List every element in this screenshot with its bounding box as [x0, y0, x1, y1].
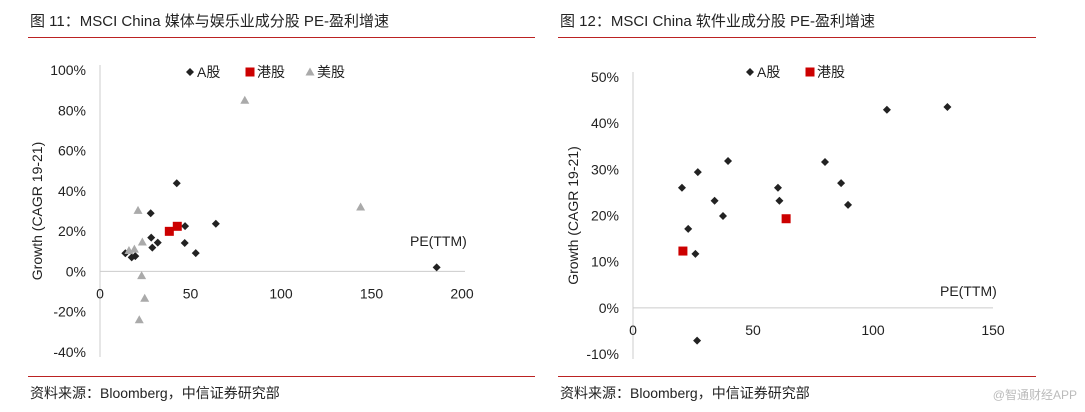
data-point	[240, 95, 250, 104]
legend-label: A股	[757, 64, 780, 80]
x-tick-label: 0	[629, 322, 637, 338]
y-tick-label: 30%	[591, 161, 619, 177]
chart-title-left: 图 11：MSCI China 媒体与娱乐业成分股 PE-盈利增速	[30, 13, 389, 30]
y-axis-label: Growth (CAGR 19-21)	[29, 142, 45, 280]
data-point	[164, 226, 174, 236]
data-point	[137, 271, 147, 280]
data-point	[146, 209, 155, 218]
x-tick-label: 100	[269, 285, 293, 301]
y-tick-label: -10%	[586, 346, 619, 362]
data-point	[172, 221, 182, 231]
data-point	[837, 179, 846, 188]
y-tick-label: 20%	[58, 223, 86, 239]
y-tick-label: -20%	[53, 304, 86, 320]
data-point	[181, 222, 190, 231]
data-point	[148, 243, 157, 252]
y-tick-label: 60%	[58, 143, 86, 159]
data-point	[710, 196, 719, 205]
data-point	[943, 103, 952, 112]
x-tick-label: 150	[981, 322, 1005, 338]
data-point	[882, 105, 891, 114]
legend-label: A股	[197, 64, 220, 80]
source-note-left: 资料来源：Bloomberg，中信证券研究部	[30, 385, 280, 401]
x-tick-label: 200	[450, 285, 474, 301]
data-point	[693, 336, 702, 345]
watermark: @智通财经APP	[992, 388, 1077, 402]
x-tick-label: 150	[360, 285, 384, 301]
data-point	[693, 168, 702, 177]
data-point	[678, 246, 688, 256]
x-tick-label: 50	[183, 285, 199, 301]
data-point	[432, 263, 441, 272]
legend-marker-triangle	[305, 67, 315, 76]
source-note-right: 资料来源：Bloomberg，中信证券研究部	[560, 385, 810, 401]
y-tick-label: 0%	[66, 263, 86, 279]
legend-marker-square	[805, 67, 815, 77]
data-point	[844, 200, 853, 209]
x-tick-label: 100	[861, 322, 885, 338]
scatter-chart-left: -40% -20% 0% 20% 40% 60% 80% 100% 0 50 100 150 200 PE…	[29, 62, 474, 360]
data-point	[356, 202, 366, 211]
data-point	[131, 252, 140, 261]
y-tick-label: 80%	[58, 102, 86, 118]
data-point	[129, 244, 139, 253]
data-point	[773, 183, 782, 192]
title-divider-left	[28, 37, 535, 38]
y-tick-label: 100%	[50, 62, 86, 78]
data-point	[134, 315, 144, 324]
legend-marker-square	[245, 67, 255, 77]
legend-label: 港股	[257, 64, 285, 80]
legend-label: 美股	[317, 64, 345, 80]
scatter-chart-right: -10% 0% 10% 20% 30% 40% 50% 0 50 100 150 PE(TTM) Gro…	[565, 64, 1005, 362]
y-tick-label: 40%	[591, 115, 619, 131]
footer-divider-right	[558, 376, 1036, 377]
chart-title-right: 图 12：MSCI China 软件业成分股 PE-盈利增速	[560, 13, 876, 30]
data-point	[133, 205, 143, 214]
y-tick-label: 10%	[591, 254, 619, 270]
data-point	[153, 238, 162, 247]
data-point	[691, 249, 700, 258]
y-tick-label: 50%	[591, 69, 619, 85]
x-tick-label: 0	[96, 285, 104, 301]
legend-marker-diamond	[186, 68, 194, 76]
data-point	[137, 237, 147, 246]
data-point	[191, 249, 200, 258]
x-axis-label: PE(TTM)	[410, 233, 467, 249]
y-tick-label: -40%	[53, 344, 86, 360]
data-point	[775, 196, 784, 205]
x-axis-label: PE(TTM)	[940, 283, 997, 299]
data-point	[821, 157, 829, 166]
title-divider-right	[558, 37, 1036, 38]
data-point	[140, 293, 150, 302]
data-point	[211, 219, 220, 228]
footer-divider-left	[28, 376, 535, 377]
y-tick-label: 0%	[599, 300, 619, 316]
y-tick-label: 20%	[591, 208, 619, 224]
data-point	[719, 211, 727, 220]
data-point	[147, 233, 156, 242]
data-point	[677, 183, 686, 192]
data-point	[180, 239, 189, 248]
data-point	[684, 224, 693, 233]
x-tick-label: 50	[745, 322, 761, 338]
data-point	[781, 214, 791, 224]
legend-marker-diamond	[746, 68, 754, 76]
legend-label: 港股	[817, 64, 845, 80]
data-point	[724, 157, 733, 166]
y-tick-label: 40%	[58, 183, 86, 199]
data-point	[172, 179, 181, 188]
y-axis-label: Growth (CAGR 19-21)	[565, 146, 581, 284]
